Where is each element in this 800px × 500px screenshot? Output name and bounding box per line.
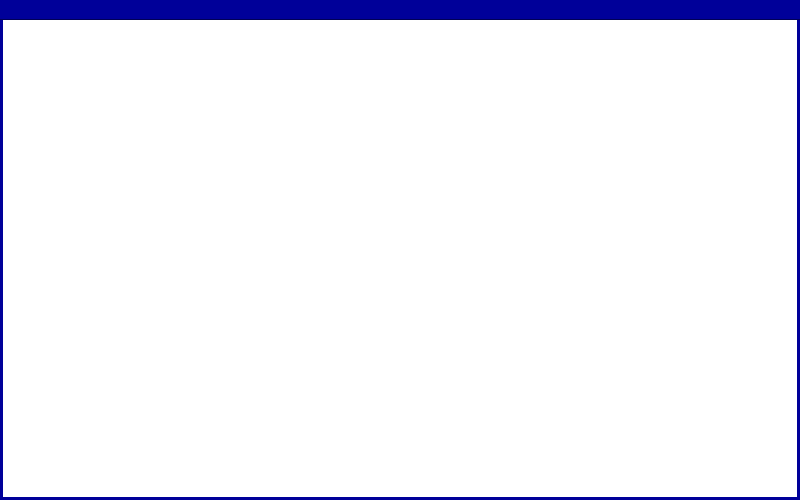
chart-canvas bbox=[3, 20, 797, 497]
legend bbox=[3, 24, 797, 40]
chart-area bbox=[3, 20, 797, 497]
title-bar bbox=[0, 0, 800, 20]
